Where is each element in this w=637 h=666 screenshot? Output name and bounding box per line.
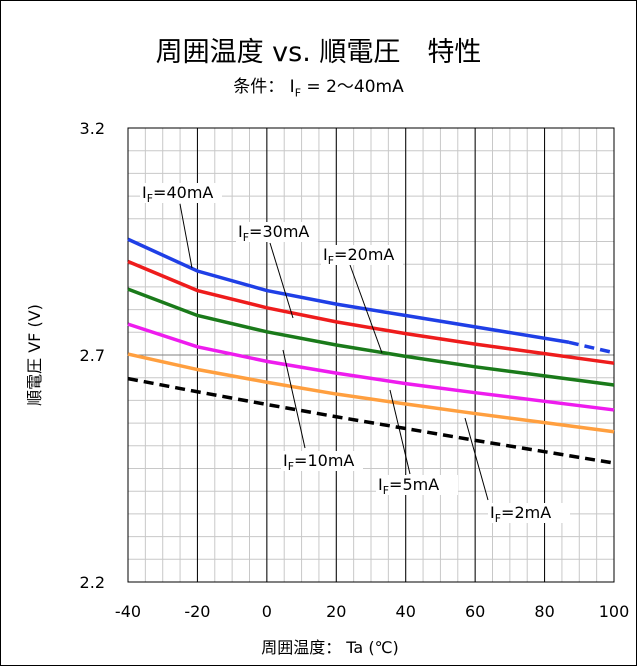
x-tick-label: 40 <box>396 602 416 621</box>
annotation-leader <box>389 389 411 475</box>
y-tick-label: 3.2 <box>80 119 105 138</box>
y-tick-label: 2.2 <box>80 573 105 592</box>
series-line-0-dashed <box>568 340 615 355</box>
series-line-5 <box>127 376 615 465</box>
y-tick-label: 2.7 <box>80 346 105 365</box>
annotation-label: IF=10mA <box>283 451 354 473</box>
annotation-label: IF=2mA <box>490 503 551 525</box>
annotation-leader <box>179 203 193 269</box>
series-layer <box>127 237 615 465</box>
annotation-label-bg <box>236 222 318 242</box>
series-line-1 <box>127 259 615 365</box>
annotation-leader <box>282 349 306 449</box>
x-tick-label: 100 <box>599 602 630 621</box>
x-tick-label: -20 <box>184 602 210 621</box>
chart-subtitle: 条件： IF = 2～40mA <box>233 77 404 100</box>
x-tick-label: 60 <box>465 602 485 621</box>
chart-title: 周囲温度 vs. 順電圧 特性 <box>155 37 482 68</box>
annotation-label-bg <box>321 245 403 265</box>
y-axis-title: 順電圧 VF (V) <box>25 304 44 406</box>
series-line-4 <box>127 352 615 434</box>
annotation-leaders <box>179 203 489 501</box>
annotation-label: IF=30mA <box>238 222 309 244</box>
annotation-label: IF=20mA <box>323 245 394 267</box>
x-tick-label: 0 <box>262 602 272 621</box>
annotation-label: IF=5mA <box>378 475 439 497</box>
annotation-leader <box>464 417 489 501</box>
annotation-label-bg <box>376 475 458 495</box>
annotation-label-bg <box>281 451 363 471</box>
annotation-label: IF=40mA <box>142 183 213 205</box>
x-tick-label: -40 <box>115 602 141 621</box>
tick-labels: -40 -20 0 20 40 60 80 100 2.2 2.7 3.2 <box>80 119 630 621</box>
x-axis-title: 周囲温度： Ta (℃) <box>261 638 399 657</box>
annotation-labels: IF=40mA IF=30mA IF=20mA IF=10mA IF=5mA IF=2mA <box>140 183 570 525</box>
series-line-3 <box>127 322 615 412</box>
x-tick-label: 20 <box>326 602 346 621</box>
annotation-leader <box>349 264 383 354</box>
annotation-label-bg <box>488 503 570 523</box>
annotation-leader <box>269 242 294 319</box>
x-tick-label: 80 <box>534 602 554 621</box>
annotation-label-bg <box>140 183 222 203</box>
series-line-0 <box>127 237 570 345</box>
series-line-2 <box>127 287 615 387</box>
